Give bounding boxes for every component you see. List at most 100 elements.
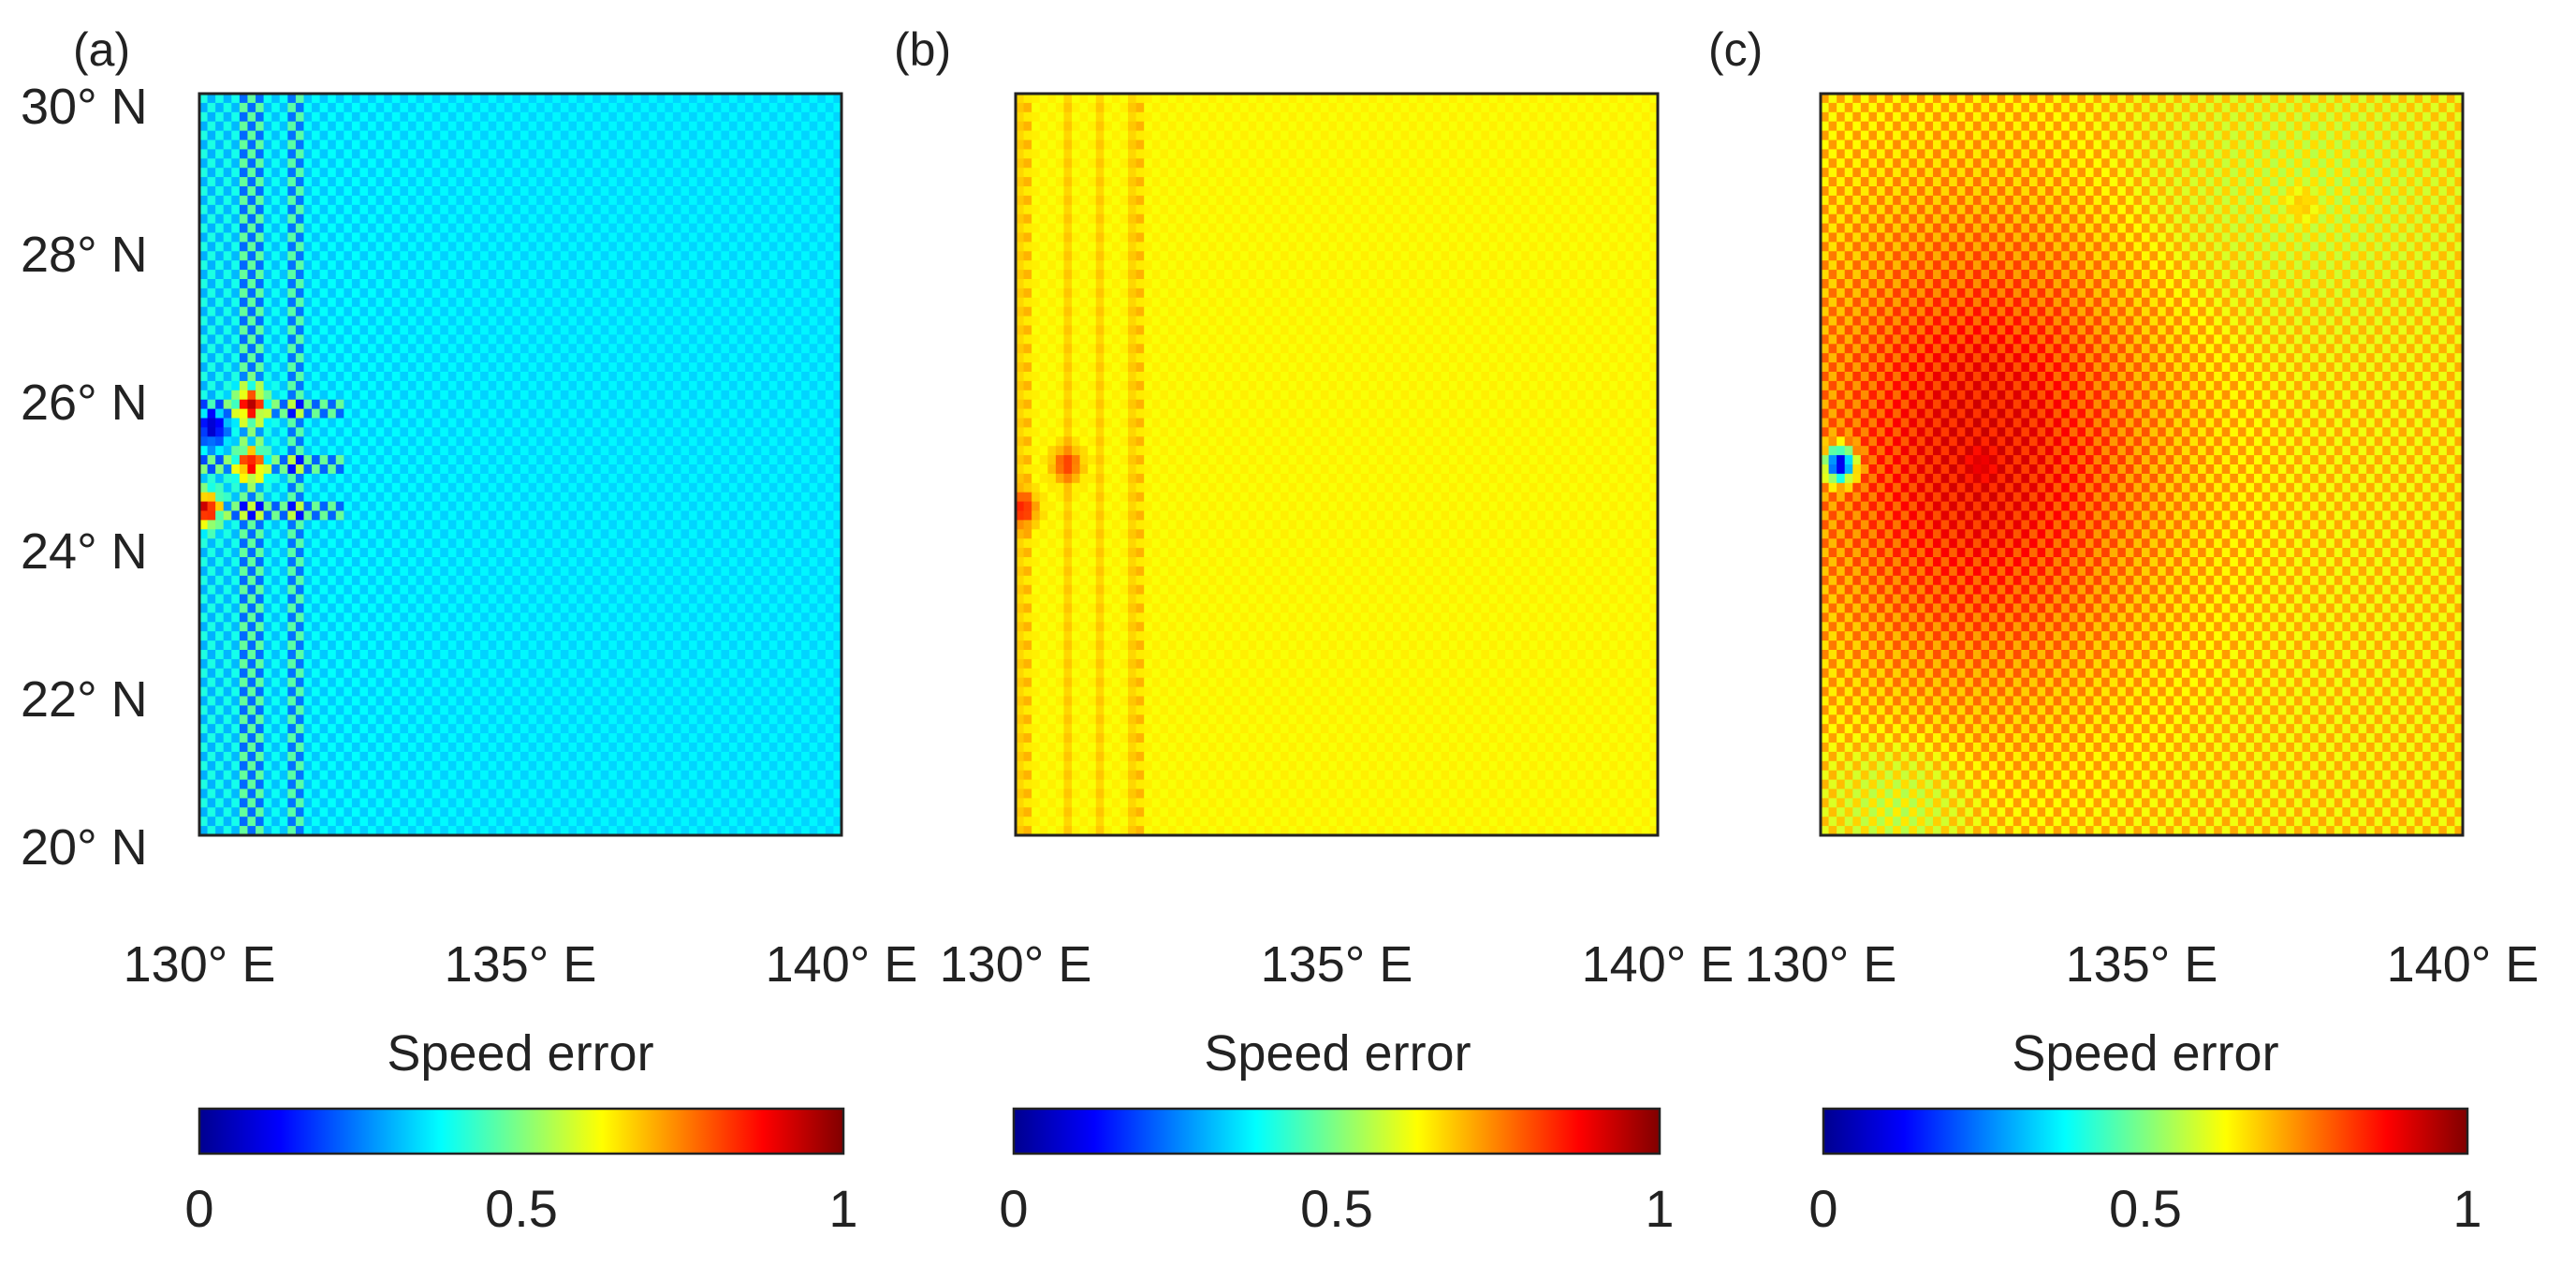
heatmap-cell: [392, 205, 401, 215]
heatmap-cell: [448, 251, 457, 261]
heatmap-cell: [593, 103, 601, 113]
heatmap-cell: [417, 288, 425, 299]
heatmap-cell: [529, 362, 537, 373]
heatmap-cell: [287, 205, 296, 215]
heatmap-cell: [344, 177, 352, 187]
heatmap-cell: [215, 260, 224, 271]
heatmap-cell: [520, 260, 529, 271]
heatmap-cell: [464, 298, 473, 308]
heatmap-cell: [408, 344, 417, 354]
heatmap-cell: [417, 381, 425, 391]
heatmap-cell: [769, 149, 778, 159]
heatmap-cell: [536, 103, 545, 113]
heatmap-cell: [336, 334, 344, 345]
heatmap-cell: [480, 251, 489, 261]
heatmap-cell: [496, 214, 505, 225]
heatmap-cell: [794, 214, 802, 225]
heatmap-cell: [240, 112, 248, 123]
heatmap-cell: [480, 205, 489, 215]
heatmap-cell: [826, 362, 834, 373]
heatmap-cell: [705, 298, 713, 308]
heatmap-cell: [561, 94, 569, 104]
heatmap-cell: [529, 149, 537, 159]
heatmap-cell: [360, 214, 369, 225]
heatmap-cell: [529, 131, 537, 141]
heatmap-cell: [448, 122, 457, 132]
heatmap-cell: [777, 260, 785, 271]
heatmap-cell: [376, 307, 385, 317]
heatmap-cell: [608, 270, 617, 280]
heatmap-cell: [287, 326, 296, 336]
heatmap-cell: [817, 196, 826, 206]
heatmap-cell: [545, 112, 553, 123]
heatmap-cell: [721, 298, 729, 308]
heatmap-cell: [552, 362, 561, 373]
heatmap-cell: [738, 270, 746, 280]
heatmap-cell: [264, 260, 272, 271]
heatmap-cell: [287, 140, 296, 151]
heatmap-cell: [256, 168, 264, 178]
heatmap-cell: [264, 326, 272, 336]
heatmap-cell: [665, 279, 673, 289]
heatmap-cell: [424, 298, 432, 308]
heatmap-cell: [424, 242, 432, 252]
heatmap-cell: [240, 279, 248, 289]
heatmap-cell: [673, 94, 681, 104]
heatmap-cell: [303, 214, 312, 225]
heatmap-cell: [801, 344, 810, 354]
heatmap-cell: [745, 344, 754, 354]
heatmap-cell: [641, 94, 650, 104]
heatmap-cell: [424, 251, 432, 261]
heatmap-cell: [697, 334, 706, 345]
heatmap-cell: [424, 288, 432, 299]
heatmap-cell: [303, 112, 312, 123]
heatmap-cell: [256, 186, 264, 197]
heatmap-cell: [826, 233, 834, 243]
heatmap-cell: [215, 307, 224, 317]
heatmap-cell: [312, 251, 320, 261]
heatmap-cell: [352, 251, 360, 261]
heatmap-cell: [641, 307, 650, 317]
heatmap-cell: [745, 196, 754, 206]
heatmap-cell: [705, 372, 713, 382]
heatmap-cell: [794, 205, 802, 215]
heatmap-cell: [601, 131, 609, 141]
heatmap-cell: [705, 224, 713, 234]
heatmap-cell: [673, 122, 681, 132]
heatmap-cell: [641, 131, 650, 141]
heatmap-cell: [633, 205, 641, 215]
heatmap-cell: [729, 112, 738, 123]
heatmap-cell: [689, 316, 697, 327]
heatmap-cell: [617, 270, 625, 280]
heatmap-cell: [336, 242, 344, 252]
heatmap-cell: [440, 140, 448, 151]
heatmap-cell: [617, 279, 625, 289]
heatmap-cell: [713, 362, 722, 373]
heatmap-cell: [697, 307, 706, 317]
heatmap-cell: [777, 362, 785, 373]
heatmap-cell: [224, 326, 232, 336]
heatmap-cell: [287, 251, 296, 261]
heatmap-cell: [697, 94, 706, 104]
heatmap-cell: [777, 103, 785, 113]
heatmap-cell: [440, 279, 448, 289]
heatmap-cell: [633, 279, 641, 289]
heatmap-cell: [713, 372, 722, 382]
heatmap-cell: [400, 334, 408, 345]
heatmap-cell: [400, 316, 408, 327]
heatmap-cell: [673, 168, 681, 178]
heatmap-cell: [480, 214, 489, 225]
heatmap-cell: [440, 224, 448, 234]
heatmap-cell: [777, 233, 785, 243]
heatmap-cell: [617, 158, 625, 169]
heatmap-cell: [826, 103, 834, 113]
heatmap-cell: [585, 362, 593, 373]
heatmap-cell: [384, 242, 392, 252]
heatmap-cell: [601, 112, 609, 123]
heatmap-cell: [336, 196, 344, 206]
heatmap-cell: [826, 131, 834, 141]
heatmap-cell: [601, 186, 609, 197]
heatmap-cell: [721, 270, 729, 280]
heatmap-cell: [729, 140, 738, 151]
heatmap-cell: [417, 233, 425, 243]
